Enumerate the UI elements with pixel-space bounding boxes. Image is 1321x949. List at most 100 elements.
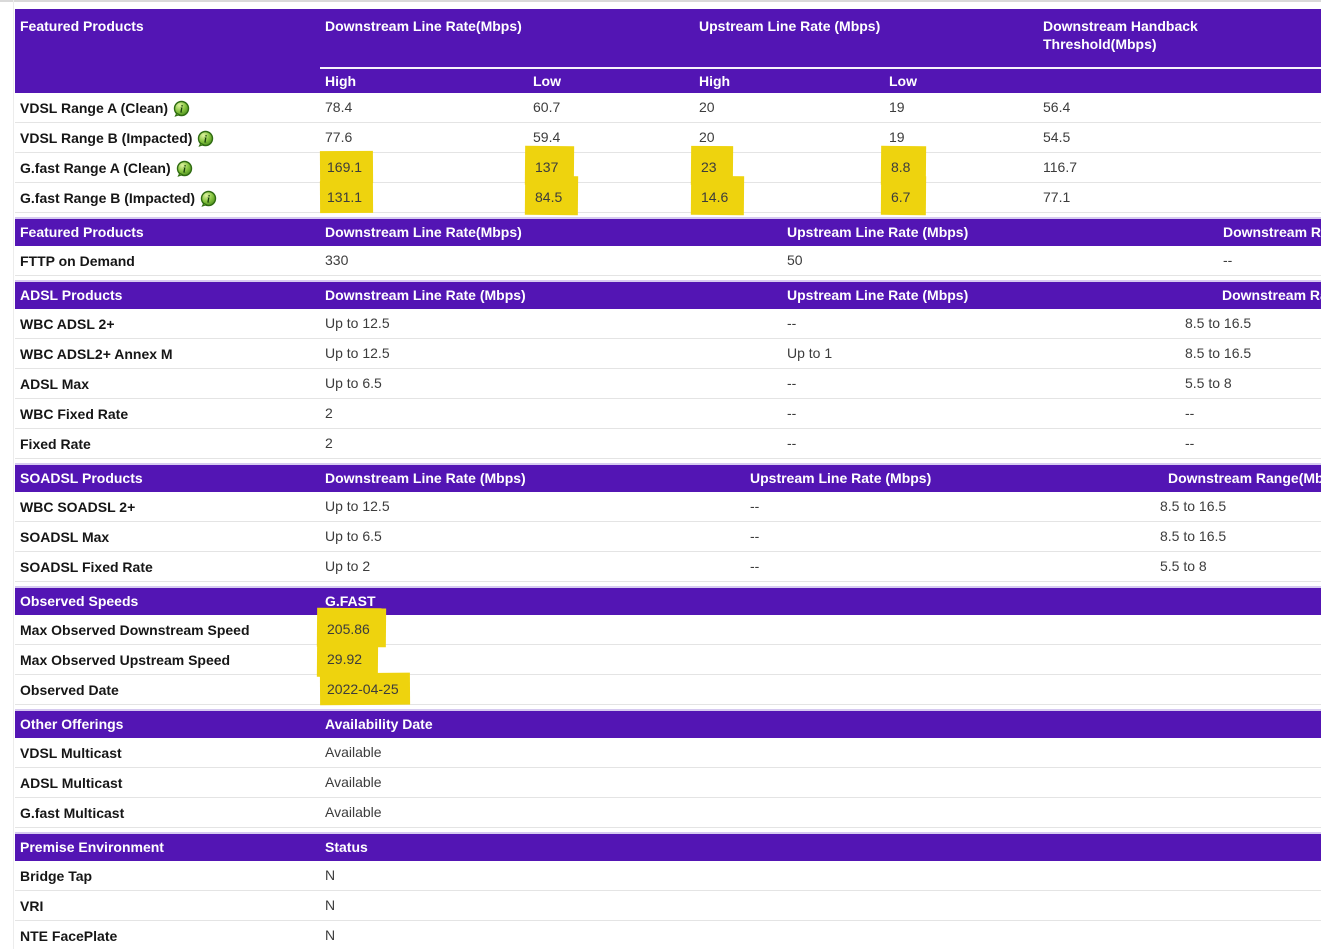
attribute-name: VRI <box>20 897 44 914</box>
cell-value: -- <box>750 558 760 574</box>
col-header-downstream-line-rate: Downstream Line Rate (Mbps) <box>325 287 526 303</box>
subheader-spacer <box>1038 67 1321 93</box>
cell-value: 77.1 <box>1043 189 1071 205</box>
svg-text:i: i <box>180 104 183 115</box>
cell-value-highlighted: 23 <box>699 153 719 181</box>
cell-value: Available <box>325 774 382 790</box>
product-name: WBC ADSL2+ Annex M <box>20 345 173 362</box>
table-row: WBC Fixed Rate 2 -- -- <box>15 399 1321 429</box>
svg-text:i: i <box>207 194 210 205</box>
col-header-downstream-line-rate: Downstream Line Rate (Mbps) <box>325 470 526 486</box>
cell-value: 77.6 <box>325 129 353 145</box>
product-name: WBC Fixed Rate <box>20 405 129 422</box>
table-row: WBC SOADSL 2+ Up to 12.5 -- 8.5 to 16.5 <box>15 492 1321 522</box>
cell-value: 56.4 <box>1043 99 1071 115</box>
col-header-availability-date: Availability Date <box>325 716 433 732</box>
product-name: ADSL Multicast <box>20 774 123 791</box>
cell-value: 8.5 to 16.5 <box>1160 498 1227 514</box>
table-row: Bridge Tap N <box>15 861 1321 891</box>
product-name: WBC ADSL 2+ <box>20 315 115 332</box>
cell-value: 60.7 <box>533 99 561 115</box>
table-title: Premise Environment <box>20 839 164 855</box>
cell-value: Up to 12.5 <box>325 315 390 331</box>
adsl-products-table: ADSL Products Downstream Line Rate (Mbps… <box>15 280 1321 459</box>
cell-value-highlighted: 131.1 <box>325 183 364 211</box>
table-title: Featured Products <box>20 224 144 240</box>
subheader-spacer <box>15 67 320 93</box>
table-title: Featured Products <box>20 18 144 34</box>
table-row: ADSL Multicast Available <box>15 768 1321 798</box>
table-title: ADSL Products <box>20 287 123 303</box>
cell-value: Up to 6.5 <box>325 528 382 544</box>
table-row: ADSL Max Up to 6.5 -- 5.5 to 8 <box>15 369 1321 399</box>
observed-speeds-table: Observed Speeds G.FAST Max Observed Down… <box>15 586 1321 705</box>
cell-value: Up to 12.5 <box>325 498 390 514</box>
info-icon[interactable]: i <box>197 130 214 147</box>
cell-value: 2 <box>325 435 333 451</box>
info-icon[interactable]: i <box>200 190 217 207</box>
cell-value: 20 <box>699 129 715 145</box>
product-name: WBC SOADSL 2+ <box>20 498 136 515</box>
product-name: G.fast Range B (Impacted) <box>20 189 196 206</box>
product-name: SOADSL Max <box>20 528 110 545</box>
cell-value-highlighted: 137 <box>533 153 560 181</box>
table-title: Observed Speeds <box>20 593 139 609</box>
cell-value: -- <box>787 405 797 421</box>
premise-environment-table: Premise Environment Status Bridge Tap N … <box>15 832 1321 949</box>
cell-value-highlighted: 8.8 <box>889 153 912 181</box>
subcol-downstream-low: Low <box>528 67 694 93</box>
col-header-downstream-handback-threshold: Downstream Handback Threshold(Mbps) <box>1043 18 1198 52</box>
table-row: SOADSL Max Up to 6.5 -- 8.5 to 16.5 <box>15 522 1321 552</box>
product-name: FTTP on Demand <box>20 252 135 269</box>
col-header-upstream-line-rate: Upstream Line Rate (Mbps) <box>787 287 969 303</box>
product-name: VDSL Multicast <box>20 744 122 761</box>
table-title: SOADSL Products <box>20 470 143 486</box>
cell-value: 116.7 <box>1043 159 1077 175</box>
cell-value: Available <box>325 744 382 760</box>
table-header: Featured Products Downstream Line Rate(M… <box>15 9 1321 93</box>
info-icon[interactable]: i <box>176 160 193 177</box>
info-icon[interactable]: i <box>173 100 190 117</box>
cell-value: 19 <box>889 129 905 145</box>
table-row: VRI N <box>15 891 1321 921</box>
cell-value-highlighted: 84.5 <box>533 183 564 211</box>
table-row: VDSL Range A (Clean) i 78.4 60.7 20 19 5… <box>15 93 1321 123</box>
subcol-upstream-low: Low <box>884 67 1038 93</box>
cell-value: 330 <box>325 252 349 268</box>
col-header-upstream-line-rate: Upstream Line Rate (Mbps) <box>787 224 969 240</box>
col-header-status: Status <box>325 839 368 855</box>
metric-name: Observed Date <box>20 681 119 698</box>
cell-value: Up to 12.5 <box>325 345 390 361</box>
cell-value-highlighted: 2022-04-25 <box>325 675 401 703</box>
cell-value: -- <box>1185 405 1195 421</box>
table-row: Observed Date 2022-04-25 <box>15 675 1321 705</box>
cell-value: 54.5 <box>1043 129 1071 145</box>
subcol-downstream-high: High <box>320 67 528 93</box>
cell-value: Up to 6.5 <box>325 375 382 391</box>
featured-products-fttp-table: Featured Products Downstream Line Rate(M… <box>15 217 1321 276</box>
table-row: VDSL Multicast Available <box>15 738 1321 768</box>
svg-text:i: i <box>204 134 207 145</box>
other-offerings-table: Other Offerings Availability Date VDSL M… <box>15 709 1321 828</box>
featured-products-ranges-table: Featured Products Downstream Line Rate(M… <box>15 9 1321 213</box>
product-name: VDSL Range A (Clean) <box>20 99 169 116</box>
product-name: VDSL Range B (Impacted) <box>20 129 193 146</box>
product-name: SOADSL Fixed Rate <box>20 558 153 575</box>
table-header: Premise Environment Status <box>15 834 1321 861</box>
attribute-name: Bridge Tap <box>20 867 93 884</box>
cell-value: -- <box>787 375 797 391</box>
table-header: Other Offerings Availability Date <box>15 711 1321 738</box>
subcol-upstream-high: High <box>694 67 884 93</box>
cell-value: 8.5 to 16.5 <box>1185 315 1252 331</box>
cell-value: 59.4 <box>533 129 561 145</box>
product-name: Fixed Rate <box>20 435 91 452</box>
cell-value: -- <box>750 528 760 544</box>
cell-value-highlighted: 14.6 <box>699 183 730 211</box>
cell-value: Up to 1 <box>787 345 833 361</box>
metric-name: Max Observed Upstream Speed <box>20 651 231 668</box>
cell-value: Available <box>325 804 382 820</box>
col-header-downstream-range: Downstream Range(Mbps) <box>1222 287 1321 303</box>
cell-value: -- <box>1223 252 1233 268</box>
table-row: WBC ADSL2+ Annex M Up to 12.5 Up to 1 8.… <box>15 339 1321 369</box>
cell-value-highlighted: 29.92 <box>325 645 364 673</box>
